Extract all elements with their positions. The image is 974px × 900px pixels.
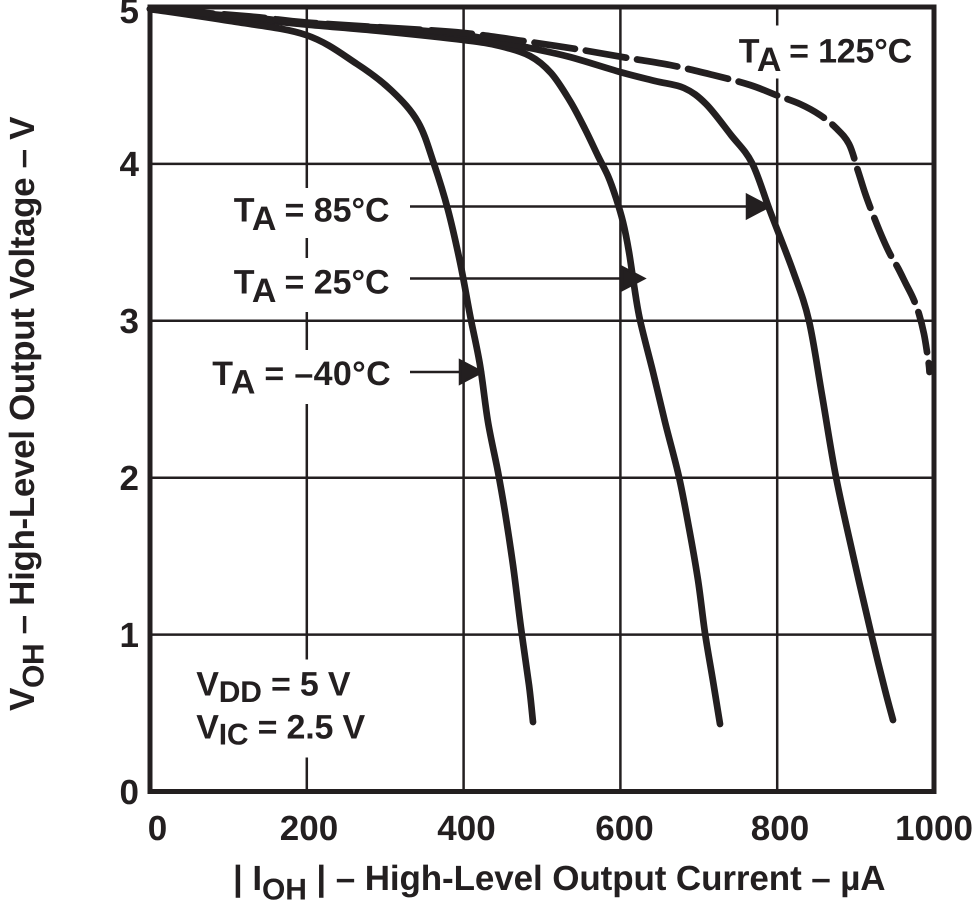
svg-text:3: 3	[120, 302, 139, 341]
svg-text:200: 200	[280, 809, 338, 848]
svg-text:VDD = 5 V: VDD = 5 V	[196, 666, 351, 709]
svg-text:1000: 1000	[895, 809, 973, 848]
svg-text:| IOH | – High-Level Output Cu: | IOH | – High-Level Output Current – µA	[233, 859, 885, 900]
svg-text:0: 0	[148, 809, 167, 848]
svg-text:VOH – High-Level Output Voltag: VOH – High-Level Output Voltage – V	[3, 116, 51, 711]
svg-text:800: 800	[751, 809, 809, 848]
svg-text:VIC = 2.5 V: VIC = 2.5 V	[196, 708, 365, 751]
svg-text:1: 1	[120, 616, 139, 655]
svg-text:4: 4	[120, 145, 140, 184]
svg-text:TA = 125°C: TA = 125°C	[739, 32, 912, 79]
svg-text:600: 600	[595, 809, 653, 848]
svg-text:5: 5	[120, 0, 139, 31]
svg-text:2: 2	[120, 459, 139, 498]
svg-text:0: 0	[120, 773, 139, 812]
svg-text:400: 400	[437, 809, 495, 848]
